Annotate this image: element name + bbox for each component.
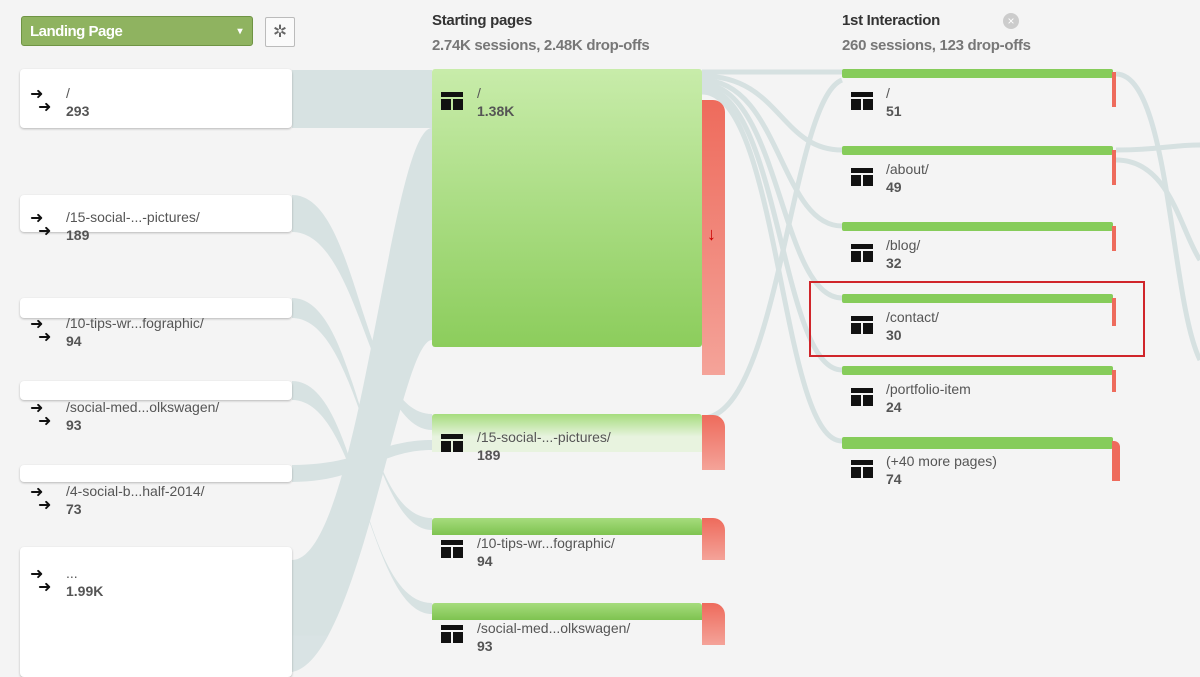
page-layout-icon bbox=[441, 625, 463, 643]
entrance-arrows-icon: ➜ ➜ bbox=[30, 210, 52, 240]
dropoff-bar[interactable] bbox=[1112, 298, 1116, 326]
node-label: ... bbox=[66, 565, 78, 581]
flow-path bbox=[292, 128, 432, 672]
page-layout-icon bbox=[851, 168, 873, 186]
entrance-arrows-icon: ➜ ➜ bbox=[30, 566, 52, 596]
column-title: 1st Interaction bbox=[842, 12, 941, 29]
node-label: /social-med...olkswagen/ bbox=[66, 399, 220, 415]
interaction-node[interactable] bbox=[842, 437, 1113, 449]
node-value: 189 bbox=[66, 227, 90, 243]
node-value: 94 bbox=[477, 553, 493, 569]
node-label: / bbox=[886, 85, 890, 101]
page-layout-icon bbox=[851, 244, 873, 262]
landing-node[interactable] bbox=[20, 298, 292, 318]
node-value: 24 bbox=[886, 399, 902, 415]
node-value: 51 bbox=[886, 103, 902, 119]
node-value: 1.99K bbox=[66, 583, 104, 599]
dropdown-label: Landing Page bbox=[30, 23, 123, 40]
dropoff-bar[interactable] bbox=[1112, 441, 1120, 481]
flow-path bbox=[292, 70, 432, 128]
node-label: /portfolio-item bbox=[886, 381, 971, 397]
starting-node[interactable] bbox=[432, 69, 702, 347]
node-label: (+40 more pages) bbox=[886, 453, 997, 469]
dropoff-bar[interactable] bbox=[1112, 370, 1116, 392]
node-value: 93 bbox=[477, 638, 493, 654]
dropoff-bar[interactable] bbox=[1112, 226, 1116, 251]
page-layout-icon bbox=[851, 316, 873, 334]
page-layout-icon bbox=[851, 388, 873, 406]
page-layout-icon bbox=[441, 92, 463, 110]
node-label: /about/ bbox=[886, 161, 929, 177]
entrance-arrows-icon: ➜ ➜ bbox=[30, 484, 52, 514]
node-label: /10-tips-wr...fographic/ bbox=[66, 315, 204, 331]
dropoff-bar[interactable] bbox=[1112, 150, 1116, 185]
starting-node[interactable] bbox=[432, 414, 702, 452]
interaction-node[interactable] bbox=[842, 222, 1113, 231]
starting-node[interactable] bbox=[432, 518, 702, 535]
node-label: /blog/ bbox=[886, 237, 921, 253]
flow-path bbox=[701, 81, 843, 301]
landing-node[interactable] bbox=[20, 465, 292, 482]
node-label: /15-social-...-pictures/ bbox=[66, 209, 200, 225]
dropoff-bar[interactable] bbox=[702, 415, 725, 470]
flow-path bbox=[292, 195, 432, 430]
flow-path bbox=[1115, 157, 1200, 262]
page-layout-icon bbox=[441, 434, 463, 452]
flow-path bbox=[701, 73, 843, 153]
interaction-node[interactable] bbox=[842, 69, 1113, 78]
page-layout-icon bbox=[851, 92, 873, 110]
dropoff-bar[interactable] bbox=[1112, 72, 1116, 107]
node-value: 30 bbox=[886, 327, 902, 343]
node-value: 1.38K bbox=[477, 103, 515, 119]
landing-node[interactable] bbox=[20, 69, 292, 128]
column-title: Starting pages bbox=[432, 12, 532, 29]
landing-node[interactable] bbox=[20, 381, 292, 400]
flow-path bbox=[1115, 142, 1200, 153]
column-summary: 2.74K sessions, 2.48K drop-offs bbox=[432, 37, 650, 54]
dimension-dropdown[interactable]: Landing Page ▾ bbox=[21, 16, 253, 46]
settings-button[interactable]: ✲ bbox=[265, 17, 295, 47]
node-label: /10-tips-wr...fographic/ bbox=[477, 535, 615, 551]
node-label: /social-med...olkswagen/ bbox=[477, 620, 631, 636]
interaction-node[interactable] bbox=[842, 146, 1113, 155]
interaction-node[interactable] bbox=[842, 294, 1113, 303]
entrance-arrows-icon: ➜ ➜ bbox=[30, 86, 52, 116]
node-value: 189 bbox=[477, 447, 501, 463]
landing-node[interactable] bbox=[20, 547, 292, 677]
down-arrow-icon: ↓ bbox=[707, 224, 716, 244]
dropoff-bar[interactable] bbox=[702, 603, 725, 645]
node-value: 49 bbox=[886, 179, 902, 195]
node-value: 74 bbox=[886, 471, 902, 487]
node-label: /15-social-...-pictures/ bbox=[477, 429, 611, 445]
gear-icon: ✲ bbox=[272, 22, 288, 41]
entrance-arrows-icon: ➜ ➜ bbox=[30, 316, 52, 346]
highlight-box bbox=[809, 281, 1145, 357]
node-label: / bbox=[66, 85, 70, 101]
landing-node[interactable] bbox=[20, 195, 292, 232]
node-value: 32 bbox=[886, 255, 902, 271]
node-label: / bbox=[477, 85, 481, 101]
node-value: 293 bbox=[66, 103, 90, 119]
node-label: /contact/ bbox=[886, 309, 939, 325]
node-label: /4-social-b...half-2014/ bbox=[66, 483, 205, 499]
chevron-down-icon: ▾ bbox=[237, 26, 242, 37]
page-layout-icon bbox=[851, 460, 873, 478]
node-value: 94 bbox=[66, 333, 82, 349]
flow-path bbox=[701, 77, 843, 229]
interaction-node[interactable] bbox=[842, 366, 1113, 375]
node-value: 93 bbox=[66, 417, 82, 433]
entrance-arrows-icon: ➜ ➜ bbox=[30, 400, 52, 430]
node-value: 73 bbox=[66, 501, 82, 517]
close-icon[interactable]: × bbox=[1003, 13, 1019, 29]
dropoff-bar[interactable] bbox=[702, 100, 725, 375]
dropoff-bar[interactable] bbox=[702, 518, 725, 560]
page-layout-icon bbox=[441, 540, 463, 558]
flow-path bbox=[701, 77, 844, 421]
starting-node[interactable] bbox=[432, 603, 702, 620]
column-summary: 260 sessions, 123 drop-offs bbox=[842, 37, 1031, 54]
